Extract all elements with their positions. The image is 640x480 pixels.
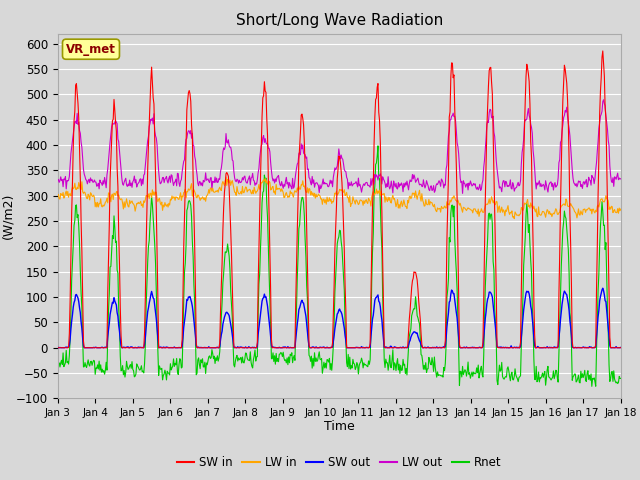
Y-axis label: (W/m2): (W/m2) bbox=[1, 193, 14, 239]
Text: VR_met: VR_met bbox=[66, 43, 116, 56]
X-axis label: Time: Time bbox=[324, 420, 355, 432]
Title: Short/Long Wave Radiation: Short/Long Wave Radiation bbox=[236, 13, 443, 28]
Legend: SW in, LW in, SW out, LW out, Rnet: SW in, LW in, SW out, LW out, Rnet bbox=[172, 452, 506, 474]
